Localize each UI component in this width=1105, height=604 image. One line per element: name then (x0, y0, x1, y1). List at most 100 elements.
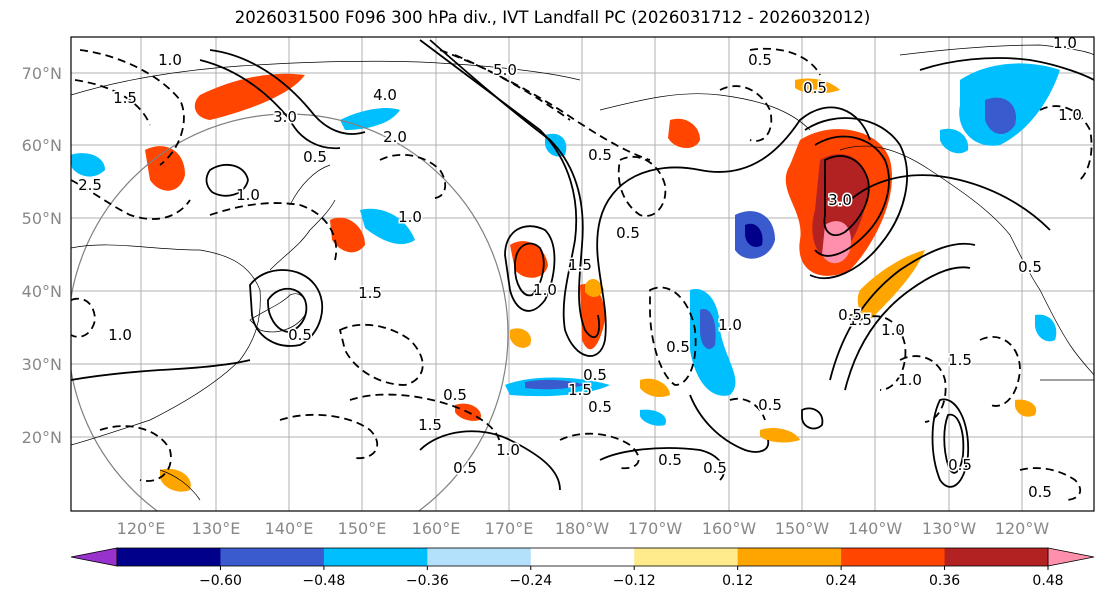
colorbar-cell (737, 548, 842, 566)
colorbar-extend-max (1047, 547, 1095, 567)
contour-label: 0.5 (748, 51, 772, 69)
contour-label: 1.5 (568, 256, 592, 274)
contour-label-halo: 0.5 (588, 398, 612, 416)
contour-label-halo: 1.5 (568, 381, 592, 399)
contours-negative (71, 47, 1093, 501)
contour-label-halo: 1.5 (358, 284, 382, 302)
colorbar-cell (323, 548, 428, 566)
contour-label-halo: 0.5 (616, 224, 640, 242)
contour-label: 0.5 (588, 398, 612, 416)
contour-label-halo: 0.5 (303, 148, 327, 166)
colorbar-cell (841, 548, 946, 566)
contour-label-halo: 1.0 (496, 441, 520, 459)
contour-label: 4.0 (373, 86, 397, 104)
contour-label-halo: 1.0 (108, 326, 132, 344)
contour-label: 0.5 (1018, 258, 1042, 276)
contour-label-halo: 1.5 (848, 311, 872, 329)
contour-label-halo: 1.0 (898, 371, 922, 389)
contour-label: 0.5 (588, 146, 612, 164)
contour-label: 1.5 (568, 381, 592, 399)
contour-label-halo: 0.5 (838, 306, 862, 324)
contour-label-halo: 3.0 (828, 191, 852, 209)
colorbar-tick-label: 0.48 (1032, 573, 1063, 589)
contour-label: 1.5 (418, 416, 442, 434)
contour-label-halo: 1.0 (236, 186, 260, 204)
contour-label: 2.5 (78, 176, 102, 194)
contour-label: 1.0 (1058, 106, 1082, 124)
map-frame (70, 36, 1095, 512)
contour-label-halo: 1.0 (718, 316, 742, 334)
lat-label-30: 30°N (22, 355, 62, 374)
colorbar-cell (634, 548, 739, 566)
lat-label-60: 60°N (22, 136, 62, 155)
contour-label: 1.0 (236, 186, 260, 204)
contour-label-halo: 1.0 (1058, 106, 1082, 124)
coastlines (71, 44, 1094, 501)
colorbar-cell (220, 548, 325, 566)
contour-label-halo: 0.5 (748, 51, 772, 69)
contour-label-halo: 1.0 (1053, 34, 1077, 52)
contour-label-halo: 0.5 (758, 396, 782, 414)
contour-label-halo: 3.0 (273, 108, 297, 126)
contour-label-halo: 1.0 (881, 321, 905, 339)
colorbar-cell (530, 548, 635, 566)
lon-label-130e: 130°E (192, 519, 241, 538)
contours-positive (71, 39, 1094, 491)
contour-label: 0.5 (703, 459, 727, 477)
contour-label: 1.0 (108, 326, 132, 344)
divergence-fill-negative (71, 63, 1060, 426)
contour-label-halo: 1.5 (113, 89, 137, 107)
colorbar-tick-label: 0.36 (929, 573, 960, 589)
lon-label-170e: 170°E (485, 519, 534, 538)
contour-label-halo: 0.5 (443, 386, 467, 404)
contour-label: 0.5 (616, 224, 640, 242)
contour-label: 1.5 (358, 284, 382, 302)
lon-label-170w: 170°W (628, 519, 683, 538)
lat-label-70: 70°N (22, 64, 62, 83)
contour-label: 1.0 (496, 441, 520, 459)
contour-label-halo: 0.5 (583, 366, 607, 384)
contour-label-halo: 1.5 (948, 351, 972, 369)
contour-label-halo: 1.0 (398, 208, 422, 226)
contour-label-halo: 5.0 (493, 61, 517, 79)
colorbar-cell (117, 548, 221, 566)
colorbar-tick-label: −0.36 (406, 573, 449, 589)
contour-label-halo: 0.5 (1018, 258, 1042, 276)
contour-label: 1.0 (881, 321, 905, 339)
colorbar-cell (427, 548, 532, 566)
landfall-radius-circle (71, 113, 509, 511)
contour-label: 3.0 (828, 191, 852, 209)
contour-label-halo: 4.0 (373, 86, 397, 104)
contour-label-halo: 1.0 (533, 281, 557, 299)
contour-label-halo: 2.0 (383, 128, 407, 146)
lat-label-20: 20°N (22, 428, 62, 447)
colorbar-extend-min (70, 547, 118, 567)
contour-label-halo: 0.5 (948, 456, 972, 474)
contour-label: 1.0 (533, 281, 557, 299)
lon-label-120e: 120°E (117, 519, 166, 538)
contour-label: 1.0 (158, 51, 182, 69)
colorbar-tick-label: −0.60 (199, 573, 242, 589)
contour-label-halo: 1.5 (418, 416, 442, 434)
contour-label: 1.5 (948, 351, 972, 369)
contour-label: 0.5 (288, 326, 312, 344)
contour-label: 1.0 (898, 371, 922, 389)
lon-label-160w: 160°W (702, 519, 757, 538)
contour-label-halo: 0.5 (1028, 483, 1052, 501)
contour-label: 0.5 (758, 396, 782, 414)
contour-label: 0.5 (1028, 483, 1052, 501)
lon-label-130w: 130°W (922, 519, 977, 538)
map-content: 1.01.01.51.53.03.04.04.05.05.02.02.00.50… (71, 34, 1094, 511)
colorbar: −0.60 −0.48 −0.36 −0.24 −0.12 0.12 0.24 0.36 0.4… (70, 547, 1095, 589)
latitude-labels: 70°N 60°N 50°N 40°N 30°N 20°N (22, 64, 62, 447)
contour-label-halo: 0.5 (703, 459, 727, 477)
contour-label-halo: 1.0 (158, 51, 182, 69)
chart-title: 2026031500 F096 300 hPa div., IVT Landfa… (234, 8, 871, 27)
contour-label: 1.0 (398, 208, 422, 226)
contour-label: 5.0 (493, 61, 517, 79)
contour-label: 1.0 (1053, 34, 1077, 52)
contour-label: 0.5 (803, 79, 827, 97)
colorbar-cell (944, 548, 1049, 566)
lon-label-140w: 140°W (848, 519, 903, 538)
lon-label-180w: 180°W (555, 519, 610, 538)
